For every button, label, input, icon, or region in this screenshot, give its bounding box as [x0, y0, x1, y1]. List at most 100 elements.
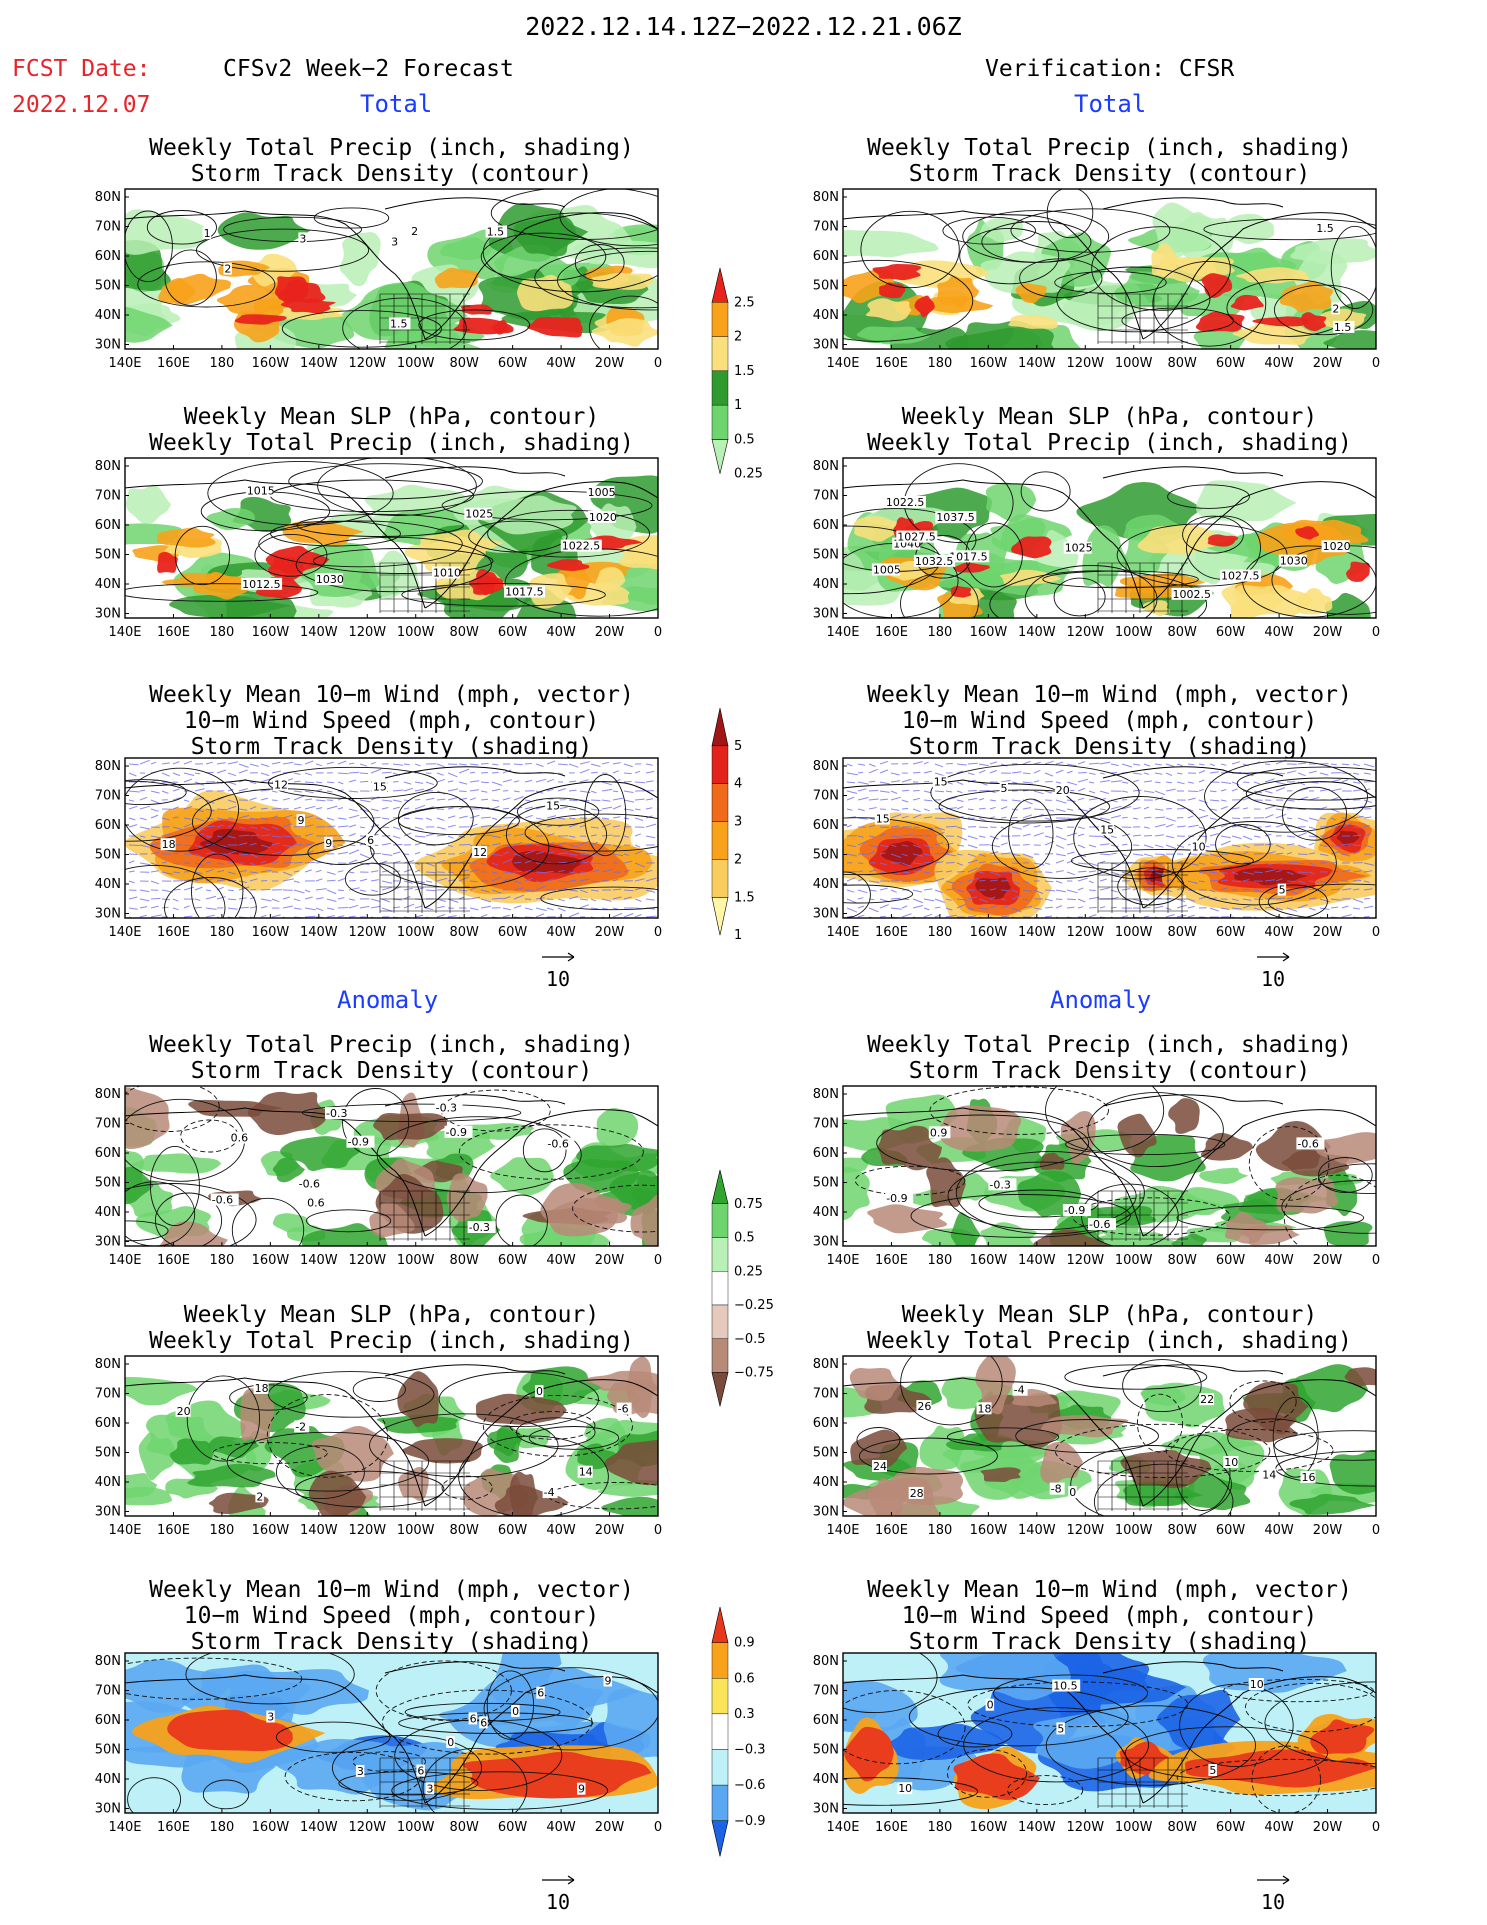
- contour-line: [391, 1771, 609, 1810]
- lon-label: 160E: [875, 1820, 908, 1835]
- coastline: [843, 479, 1376, 609]
- vector-reference-label: 10: [546, 1890, 571, 1914]
- lat-label: 60N: [813, 1713, 839, 1728]
- contour-line: [1152, 260, 1267, 347]
- lon-label: 120W: [1066, 1820, 1104, 1835]
- contour-line: [1165, 1428, 1334, 1472]
- shading-region: [537, 1681, 604, 1725]
- colorbar-segment: [711, 1713, 729, 1750]
- contour-line: [557, 250, 658, 311]
- lon-label: 140W: [300, 925, 338, 940]
- contour-label: -0.6: [547, 1138, 568, 1151]
- vector-reference-2: 10: [540, 1868, 580, 1914]
- contour-line: [1227, 1418, 1318, 1457]
- contour-line: [524, 813, 658, 852]
- shading-region: [308, 1470, 367, 1516]
- shading-region: [529, 573, 573, 609]
- shading-region: [1195, 311, 1245, 332]
- lon-label: 160W: [970, 1820, 1008, 1835]
- shading-region: [573, 240, 658, 268]
- shading-region: [1171, 1233, 1207, 1246]
- colorbar-label: 3: [734, 815, 742, 830]
- lat-label: 60N: [813, 818, 839, 833]
- shading-region: [919, 1425, 965, 1471]
- contour-line: [858, 1437, 998, 1475]
- lat-label: 40N: [95, 1205, 121, 1220]
- coastline: [843, 1377, 1376, 1507]
- shading-region: [1167, 291, 1245, 318]
- lat-label: 30N: [95, 907, 121, 922]
- contour-line: [125, 767, 240, 852]
- contour-label: 10.5: [1053, 1680, 1078, 1693]
- contour-line: [1064, 1364, 1208, 1390]
- lon-label: 60W: [1216, 925, 1246, 940]
- vector-reference-label: 10: [1261, 1890, 1286, 1914]
- shading-region: [157, 278, 196, 305]
- colorbar-segment: [711, 1749, 729, 1786]
- lat-label: 40N: [813, 1772, 839, 1787]
- panel-title-br2-1: Weekly Total Precip (inch, shading): [867, 1328, 1352, 1354]
- lon-label: 160E: [157, 1253, 190, 1268]
- lon-label: 180: [209, 1523, 234, 1538]
- lon-label: 20W: [1313, 625, 1343, 640]
- lon-label: 0: [1372, 625, 1380, 640]
- colorbar-segment: [711, 1678, 729, 1715]
- contour-line: [284, 1751, 421, 1802]
- contour-label: 1022.5: [886, 496, 925, 509]
- shading-region: [1323, 1221, 1373, 1246]
- contour-label: 1012.5: [242, 578, 281, 591]
- contour-label: 3: [357, 1765, 364, 1778]
- contour-line: [281, 310, 442, 348]
- contour-label: 0.6: [231, 1132, 249, 1145]
- contour-line: [908, 1687, 1129, 1747]
- contour-line: [860, 210, 960, 289]
- shading-region: [953, 562, 990, 573]
- panel-title-bl3-2: Storm Track Density (shading): [190, 1629, 593, 1655]
- lon-label: 20W: [595, 625, 625, 640]
- contour-label: -0.9: [348, 1136, 369, 1149]
- contour-label: 16: [1302, 1471, 1316, 1484]
- lon-label: 80W: [449, 625, 479, 640]
- lon-label: 0: [1372, 356, 1380, 371]
- lon-label: 160W: [252, 925, 290, 940]
- contour-line: [486, 1670, 535, 1740]
- shading-region: [156, 527, 216, 548]
- lon-label: 140W: [1018, 356, 1056, 371]
- lon-label: 20W: [595, 1523, 625, 1538]
- vector-reference-label: 10: [1261, 967, 1286, 991]
- contour-line: [125, 210, 173, 283]
- lat-label: 40N: [813, 1475, 839, 1490]
- panel-title-tr3-2: Storm Track Density (shading): [908, 734, 1311, 760]
- lon-label: 40W: [1264, 1253, 1294, 1268]
- contour-label: 0.6: [307, 1196, 325, 1209]
- colorbar-label: 0.25: [734, 1264, 763, 1279]
- coastline: [1102, 466, 1284, 479]
- contour-line: [438, 1371, 599, 1428]
- panel-title-tl3-2: Storm Track Density (shading): [190, 734, 593, 760]
- lon-label: 100W: [397, 925, 435, 940]
- contour-line: [963, 1707, 1150, 1783]
- contour-line: [306, 1209, 392, 1233]
- shading-region: [877, 1125, 943, 1171]
- contour-label: -8: [1051, 1483, 1062, 1496]
- lon-label: 100W: [397, 1820, 435, 1835]
- shading-region: [867, 1478, 904, 1516]
- shading-region: [434, 267, 479, 289]
- contour-line: [947, 1427, 1060, 1447]
- lat-label: 50N: [813, 848, 839, 863]
- map-svg-br3: 0 10.5 10 5 5 10 80N 70N 60N 50N 40N 30N 140E 160E 180…: [813, 1652, 1380, 1835]
- contour-label: 3: [391, 236, 398, 249]
- contour-line: [876, 1114, 1090, 1172]
- contour-label: 10: [898, 1782, 912, 1795]
- contour-line: [267, 1371, 435, 1418]
- contour-line: [317, 458, 477, 516]
- contour-label: -0.6: [212, 1194, 233, 1207]
- colorbar-segment: [711, 859, 729, 898]
- contour-label: 18: [978, 1402, 992, 1415]
- lat-label: 60N: [95, 1416, 121, 1431]
- contour-line: [418, 309, 531, 341]
- shading-region: [527, 316, 583, 338]
- lon-label: 140W: [1018, 625, 1056, 640]
- contour-label: 3: [427, 1782, 434, 1795]
- left-column-heading: CFSv2 Week−2 Forecast: [223, 56, 514, 82]
